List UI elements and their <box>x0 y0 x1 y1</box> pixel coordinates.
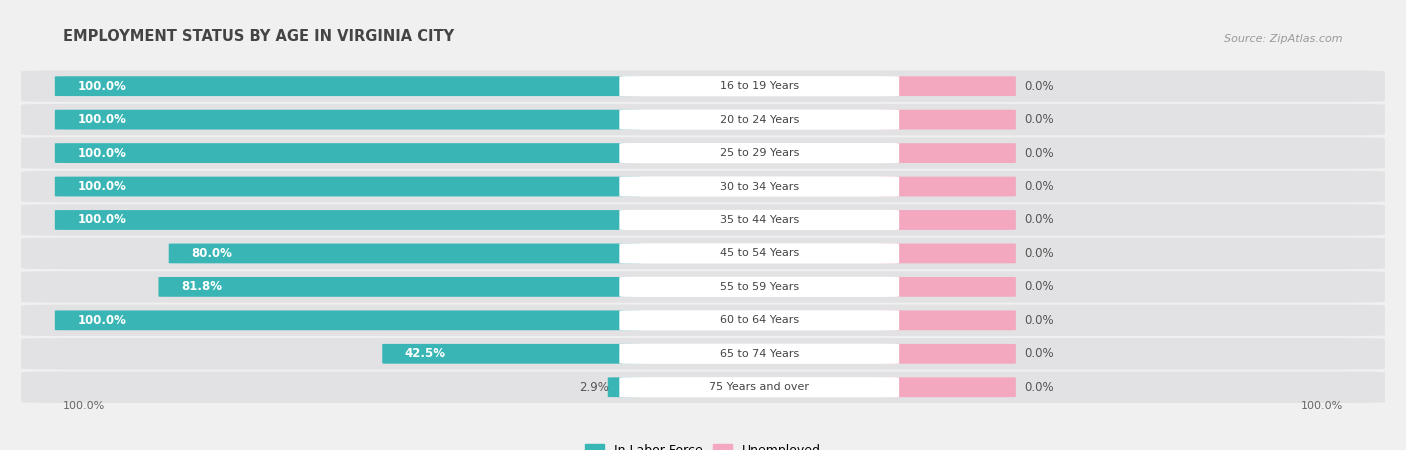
FancyBboxPatch shape <box>21 204 1385 236</box>
FancyBboxPatch shape <box>55 177 641 197</box>
Text: 100.0%: 100.0% <box>77 80 127 93</box>
FancyBboxPatch shape <box>880 344 1015 364</box>
Text: 60 to 64 Years: 60 to 64 Years <box>720 315 799 325</box>
Text: 100.0%: 100.0% <box>1301 401 1343 411</box>
FancyBboxPatch shape <box>607 378 641 397</box>
Text: 81.8%: 81.8% <box>181 280 222 293</box>
Text: 0.0%: 0.0% <box>1024 180 1054 193</box>
FancyBboxPatch shape <box>55 310 641 330</box>
FancyBboxPatch shape <box>880 76 1015 96</box>
FancyBboxPatch shape <box>619 243 900 264</box>
FancyBboxPatch shape <box>382 344 641 364</box>
Text: 20 to 24 Years: 20 to 24 Years <box>720 115 799 125</box>
FancyBboxPatch shape <box>619 176 900 197</box>
FancyBboxPatch shape <box>21 71 1385 102</box>
FancyBboxPatch shape <box>21 171 1385 202</box>
FancyBboxPatch shape <box>619 143 900 163</box>
FancyBboxPatch shape <box>880 277 1015 297</box>
FancyBboxPatch shape <box>619 377 900 397</box>
FancyBboxPatch shape <box>880 243 1015 263</box>
Legend: In Labor Force, Unemployed: In Labor Force, Unemployed <box>585 444 821 450</box>
Text: 16 to 19 Years: 16 to 19 Years <box>720 81 799 91</box>
FancyBboxPatch shape <box>880 210 1015 230</box>
Text: 0.0%: 0.0% <box>1024 113 1054 126</box>
Text: 80.0%: 80.0% <box>191 247 232 260</box>
FancyBboxPatch shape <box>619 310 900 330</box>
Text: 0.0%: 0.0% <box>1024 347 1054 360</box>
Text: 100.0%: 100.0% <box>63 401 105 411</box>
Text: 100.0%: 100.0% <box>77 147 127 160</box>
FancyBboxPatch shape <box>55 143 641 163</box>
FancyBboxPatch shape <box>21 338 1385 369</box>
FancyBboxPatch shape <box>21 305 1385 336</box>
Text: 100.0%: 100.0% <box>77 213 127 226</box>
Text: 25 to 29 Years: 25 to 29 Years <box>720 148 799 158</box>
FancyBboxPatch shape <box>619 76 900 96</box>
FancyBboxPatch shape <box>55 110 641 130</box>
Text: 0.0%: 0.0% <box>1024 213 1054 226</box>
Text: 0.0%: 0.0% <box>1024 80 1054 93</box>
FancyBboxPatch shape <box>21 137 1385 169</box>
FancyBboxPatch shape <box>159 277 641 297</box>
FancyBboxPatch shape <box>21 372 1385 403</box>
Text: 65 to 74 Years: 65 to 74 Years <box>720 349 799 359</box>
Text: 100.0%: 100.0% <box>77 314 127 327</box>
Text: 30 to 34 Years: 30 to 34 Years <box>720 181 799 192</box>
Text: 42.5%: 42.5% <box>405 347 446 360</box>
Text: 100.0%: 100.0% <box>77 113 127 126</box>
FancyBboxPatch shape <box>880 378 1015 397</box>
Text: 2.9%: 2.9% <box>579 381 609 394</box>
Text: 0.0%: 0.0% <box>1024 247 1054 260</box>
Text: Source: ZipAtlas.com: Source: ZipAtlas.com <box>1225 34 1343 45</box>
FancyBboxPatch shape <box>880 310 1015 330</box>
FancyBboxPatch shape <box>619 277 900 297</box>
Text: 0.0%: 0.0% <box>1024 280 1054 293</box>
FancyBboxPatch shape <box>619 344 900 364</box>
Text: 100.0%: 100.0% <box>77 180 127 193</box>
Text: 45 to 54 Years: 45 to 54 Years <box>720 248 799 258</box>
FancyBboxPatch shape <box>55 76 641 96</box>
Text: EMPLOYMENT STATUS BY AGE IN VIRGINIA CITY: EMPLOYMENT STATUS BY AGE IN VIRGINIA CIT… <box>63 29 454 45</box>
Text: 75 Years and over: 75 Years and over <box>709 382 810 392</box>
FancyBboxPatch shape <box>880 110 1015 130</box>
FancyBboxPatch shape <box>21 104 1385 135</box>
FancyBboxPatch shape <box>21 238 1385 269</box>
FancyBboxPatch shape <box>55 210 641 230</box>
Text: 0.0%: 0.0% <box>1024 314 1054 327</box>
FancyBboxPatch shape <box>619 210 900 230</box>
Text: 0.0%: 0.0% <box>1024 147 1054 160</box>
FancyBboxPatch shape <box>169 243 641 263</box>
FancyBboxPatch shape <box>880 177 1015 197</box>
FancyBboxPatch shape <box>880 143 1015 163</box>
Text: 55 to 59 Years: 55 to 59 Years <box>720 282 799 292</box>
FancyBboxPatch shape <box>21 271 1385 302</box>
Text: 0.0%: 0.0% <box>1024 381 1054 394</box>
Text: 35 to 44 Years: 35 to 44 Years <box>720 215 799 225</box>
FancyBboxPatch shape <box>619 109 900 130</box>
